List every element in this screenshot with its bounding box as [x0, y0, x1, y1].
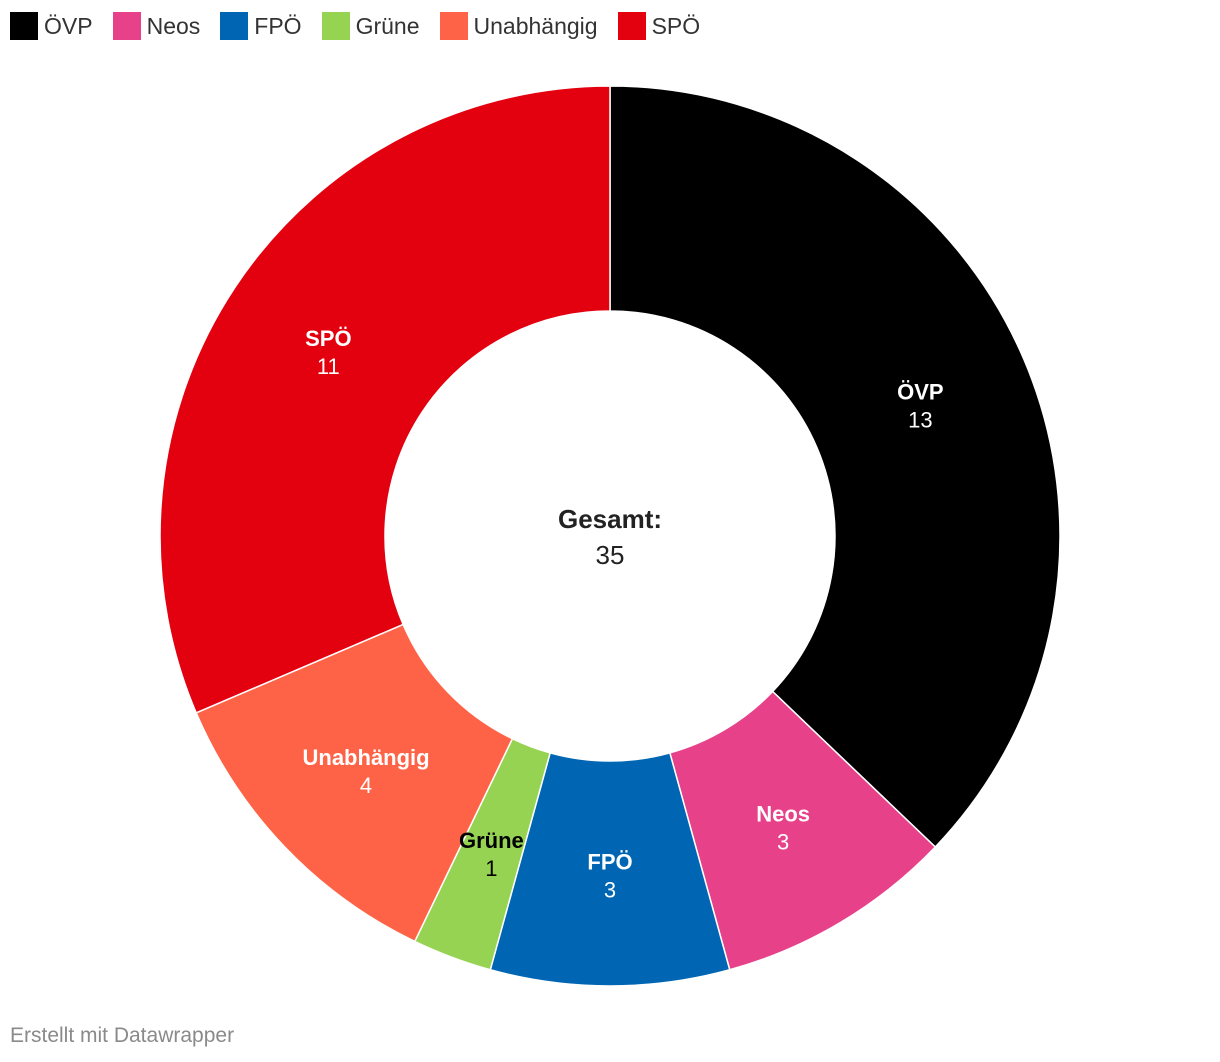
- slice-spö: [159, 85, 611, 714]
- slice-value: 4: [360, 773, 372, 798]
- slice-value: 3: [777, 830, 789, 855]
- legend-swatch: [617, 12, 646, 40]
- slice-label: ÖVP: [897, 379, 943, 404]
- slice-label: SPÖ: [305, 326, 351, 351]
- slice-value: 13: [908, 407, 932, 432]
- legend-item: Neos: [112, 12, 201, 40]
- footer-credit: Erstellt mit Datawrapper: [10, 1024, 235, 1047]
- legend-item: FPÖ: [220, 12, 302, 40]
- legend-label: FPÖ: [254, 12, 302, 39]
- legend-item: SPÖ: [617, 12, 701, 40]
- legend-item: ÖVP: [10, 12, 93, 40]
- slice-label: FPÖ: [587, 850, 632, 875]
- slice-label: Unabhängig: [303, 745, 430, 770]
- legend-label: Grüne: [355, 12, 420, 39]
- slice-övp: [609, 85, 1061, 849]
- legend-swatch: [439, 12, 468, 40]
- slices: [159, 85, 1061, 987]
- slice-label: Grüne: [459, 828, 524, 853]
- legend-label: Neos: [146, 12, 201, 39]
- slice-unabhängig: [195, 623, 514, 943]
- slice-value: 11: [317, 354, 340, 379]
- legend-label: SPÖ: [651, 12, 701, 39]
- slice-labels: ÖVP 13 Neos 3 FPÖ 3 Grüne 1 Unabhängig 4 SPÖ 11: [303, 326, 944, 902]
- legend-item: Unabhängig: [439, 12, 598, 40]
- slice-label: Neos: [756, 802, 810, 827]
- center-total-value: 35: [596, 540, 625, 570]
- legend-swatch: [220, 12, 249, 40]
- legend-swatch: [112, 12, 141, 40]
- legend-item: Grüne: [321, 12, 420, 40]
- slice-value: 1: [485, 856, 497, 881]
- legend-swatch: [321, 12, 350, 40]
- slice-value: 3: [604, 878, 616, 903]
- legend-swatch: [10, 12, 38, 40]
- legend-label: Unabhängig: [473, 12, 598, 39]
- center-total-label: Gesamt:: [558, 504, 662, 534]
- legend-label: ÖVP: [44, 12, 93, 39]
- legend: ÖVP Neos FPÖ Grüne Unabhängig SPÖ: [10, 12, 700, 40]
